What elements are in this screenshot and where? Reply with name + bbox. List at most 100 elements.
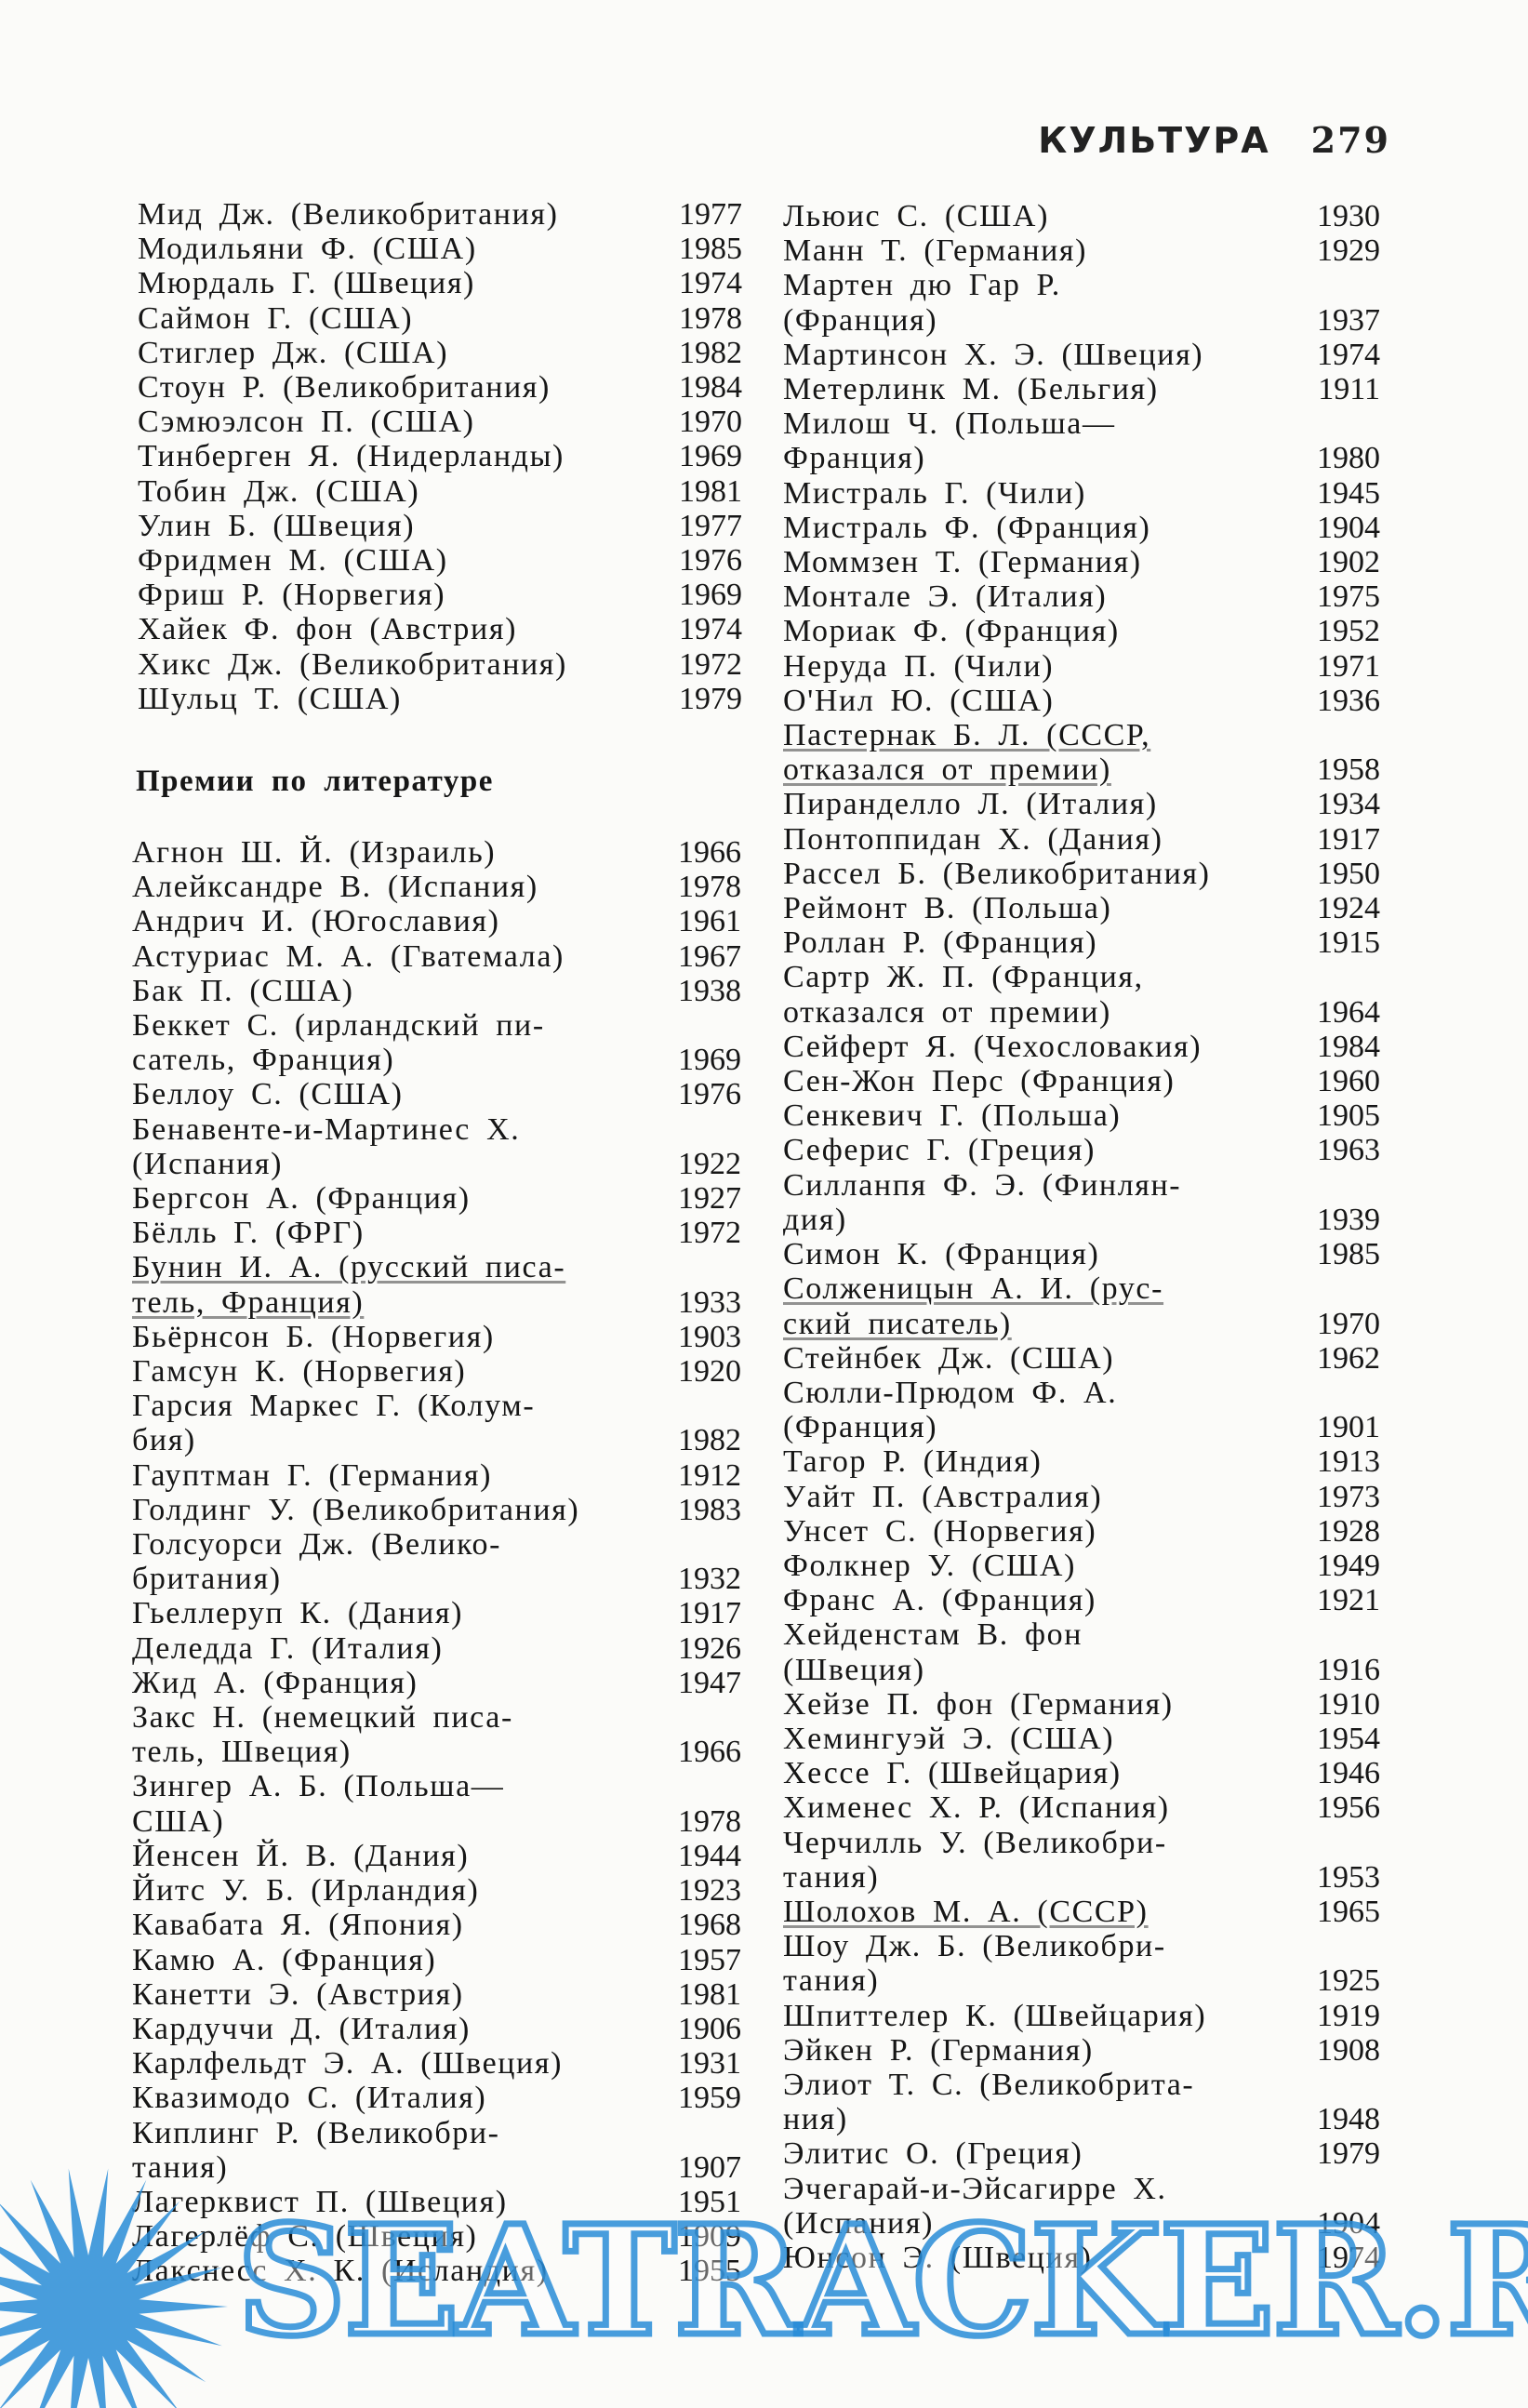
award-year: 1981	[678, 1976, 741, 2012]
laureate-name: Мартинсон Х. Э. (Швеция)	[783, 338, 1306, 372]
award-year: 1960	[1317, 1064, 1380, 1099]
laureate-name-line: Неруда П. (Чили)	[783, 648, 1055, 684]
award-year: 1974	[1317, 2240, 1380, 2275]
laureate-entry: Карлфельдт Э. А. (Швеция) 1931	[132, 2046, 741, 2081]
award-year: 1977	[679, 197, 742, 232]
laureate-name-line: Метерлинк М. (Бельгия)	[783, 372, 1159, 407]
laureate-entry: Стиглер Дж. (США) 1982	[138, 336, 742, 370]
award-year: 1975	[1317, 579, 1380, 615]
laureate-name: Монтале Э. (Италия)	[783, 579, 1306, 614]
laureate-name-line: Карлфельдт Э. А. (Швеция)	[132, 2046, 564, 2082]
laureate-name-line: Беллоу С. (США)	[132, 1077, 404, 1112]
laureate-name-line: Мистраль Ф. (Франция)	[783, 510, 1151, 545]
laureate-name: Андрич И. (Югославия)	[132, 904, 667, 938]
laureate-name: Фридмен М. (США)	[138, 543, 668, 578]
laureate-name: Пиранделло Л. (Италия)	[783, 787, 1306, 821]
laureate-name-line: Симон К. (Франция)	[783, 1237, 1100, 1272]
award-year: 1934	[1317, 787, 1380, 822]
laureate-name-line: (Франция)	[783, 1410, 938, 1445]
laureate-name-line: отказался от премии)	[783, 994, 1111, 1030]
laureate-name-line: Уайт П. (Австралия)	[783, 1479, 1103, 1514]
laureate-name: Шпиттелер К. (Швейцария)	[783, 1999, 1306, 2033]
laureate-name: Сэмюэлсон П. (США)	[138, 405, 668, 439]
laureate-name: Эчегарай-и-Эйсагирре Х. (Испания)	[783, 2172, 1306, 2241]
laureate-entry: Мид Дж. (Великобритания) 1977	[138, 197, 742, 232]
award-year: 1972	[678, 1216, 741, 1251]
laureate-entry: Агнон Ш. Й. (Израиль) 1966	[132, 835, 741, 870]
award-year: 1916	[1317, 1652, 1380, 1687]
laureate-name-line: Рассел Б. (Великобритания)	[783, 856, 1211, 891]
award-year: 1927	[678, 1181, 741, 1217]
laureate-name: Мид Дж. (Великобритания)	[138, 197, 668, 232]
laureate-name-line: Бьёрнсон Б. (Норвегия)	[132, 1319, 495, 1354]
laureate-name-line: тания)	[132, 2149, 229, 2185]
laureate-entry: Хикс Дж. (Великобритания) 1972	[138, 647, 742, 682]
laureate-name-line: Элитис О. (Греция)	[783, 2136, 1083, 2172]
award-year: 1925	[1317, 1963, 1380, 1999]
award-year: 1950	[1317, 856, 1380, 891]
laureate-name-line: Солженицын А. И. (рус-	[783, 1271, 1164, 1307]
laureate-name-line: Жид А. (Франция)	[132, 1665, 419, 1700]
award-year: 1919	[1317, 1998, 1380, 2033]
award-year: 1944	[678, 1838, 741, 1873]
laureate-name-line: Тинберген Я. (Нидерланды)	[138, 439, 565, 474]
laureate-name: Франс А. (Франция)	[783, 1583, 1306, 1617]
laureate-name-line: Реймонт В. (Польша)	[783, 891, 1112, 926]
award-year: 1906	[678, 2011, 741, 2046]
laureate-name: Тинберген Я. (Нидерланды)	[138, 439, 668, 473]
laureate-entry: Эйкен Р. (Германия) 1908	[783, 2033, 1380, 2068]
laureate-name: Беллоу С. (США)	[132, 1077, 667, 1111]
laureate-name-line: тания)	[783, 1963, 880, 1999]
laureate-name-line: Эйкен Р. (Германия)	[783, 2032, 1094, 2068]
laureate-name: Алейксандре В. (Испания)	[132, 870, 667, 904]
laureate-name-line: Агнон Ш. Й. (Израиль)	[132, 835, 497, 870]
award-year: 1932	[678, 1562, 741, 1597]
laureate-entry: Фолкнер У. (США) 1949	[783, 1549, 1380, 1583]
laureate-name-line: Гарсия Маркес Г. (Колум-	[132, 1389, 536, 1424]
laureate-name-line: Гьеллеруп К. (Дания)	[132, 1596, 464, 1631]
laureate-name: Агнон Ш. Й. (Израиль)	[132, 835, 667, 870]
laureate-entry: Стейнбек Дж. (США) 1962	[783, 1341, 1380, 1376]
laureate-name-line: Квазимодо С. (Италия)	[132, 2081, 487, 2116]
laureate-entry: Гарсия Маркес Г. (Колум-бия) 1982	[132, 1389, 741, 1457]
laureate-entry: Мартен дю Гар Р. (Франция) 1937	[783, 268, 1380, 337]
laureate-name: Уайт П. (Австралия)	[783, 1480, 1306, 1514]
laureate-entry: Черчилль У. (Великобри-тания) 1953	[783, 1826, 1380, 1895]
award-year: 1982	[678, 1423, 741, 1458]
laureate-name-line: Пиранделло Л. (Италия)	[783, 787, 1158, 822]
award-year: 1974	[679, 612, 742, 647]
laureate-name-line: Модильяни Ф. (США)	[138, 232, 477, 267]
laureate-name-line: Унсет С. (Норвегия)	[783, 1513, 1097, 1549]
laureate-entry: Силланпя Ф. Э. (Финлян-дия) 1939	[783, 1168, 1380, 1237]
award-year: 1917	[678, 1596, 741, 1631]
laureate-name: Гарсия Маркес Г. (Колум-бия)	[132, 1389, 667, 1457]
laureate-name: Хейденстам В. фон (Швеция)	[783, 1617, 1306, 1686]
laureate-name-line: Элиот Т. С. (Великобрита-	[783, 2067, 1195, 2102]
award-year: 1907	[678, 2149, 741, 2185]
award-year: 1978	[678, 870, 741, 905]
laureate-entry: Манн Т. (Германия) 1929	[783, 233, 1380, 268]
award-year: 1915	[1317, 925, 1380, 961]
laureate-entry: Элиот Т. С. (Великобрита-ния) 1948	[783, 2068, 1380, 2136]
laureate-name-line: Сен-Жон Перс (Франция)	[783, 1064, 1176, 1099]
laureate-name: Киплинг Р. (Великобри-тания)	[132, 2116, 667, 2185]
laureate-name-line: Шоу Дж. Б. (Великобри-	[783, 1929, 1166, 1964]
award-year: 1938	[678, 973, 741, 1008]
laureate-name: Неруда П. (Чили)	[783, 649, 1306, 684]
laureate-name: Хикс Дж. (Великобритания)	[138, 647, 668, 682]
laureate-name-line: Эчегарай-и-Эйсагирре Х.	[783, 2171, 1167, 2206]
laureate-name: Хессе Г. (Швейцария)	[783, 1756, 1306, 1790]
award-year: 1926	[678, 1630, 741, 1666]
laureate-name: Сартр Ж. П. (Франция, отказался от премии…	[783, 960, 1306, 1029]
laureate-name: Жид А. (Франция)	[132, 1666, 667, 1700]
laureate-name: Зингер А. Б. (Польша— США)	[132, 1769, 667, 1838]
laureate-name: Мюрдаль Г. (Швеция)	[138, 266, 668, 300]
laureate-entry: Метерлинк М. (Бельгия) 1911	[783, 372, 1380, 406]
laureate-entry: Сен-Жон Перс (Франция) 1960	[783, 1064, 1380, 1098]
laureate-name-line: Алейксандре В. (Испания)	[132, 870, 538, 905]
laureate-name: Квазимодо С. (Италия)	[132, 2081, 667, 2115]
award-year: 1964	[1317, 994, 1380, 1030]
award-year: 1924	[1317, 891, 1380, 926]
laureate-entry: Хейденстам В. фон (Швеция) 1916	[783, 1617, 1380, 1686]
laureate-entry: Бьёрнсон Б. (Норвегия) 1903	[132, 1320, 741, 1354]
